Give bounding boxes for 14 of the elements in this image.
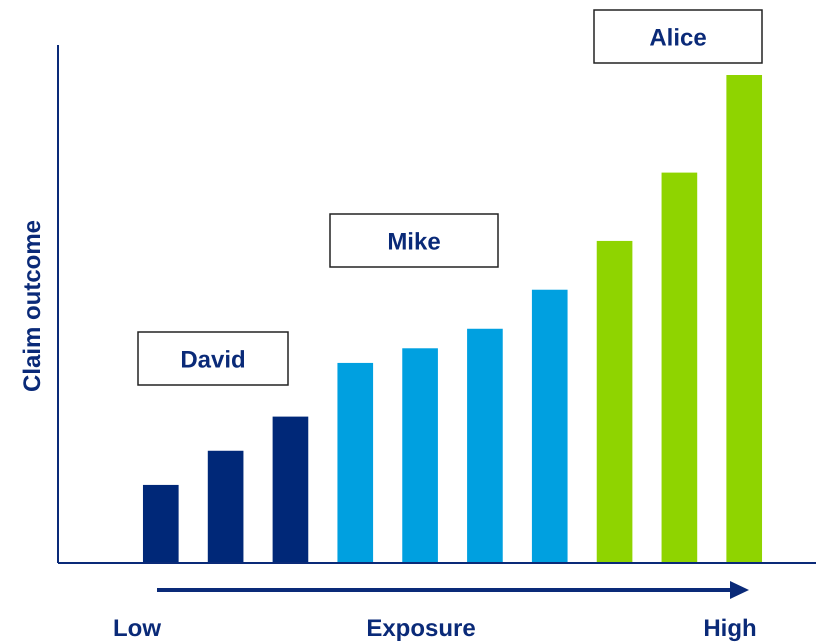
bar: [467, 328, 503, 563]
bar: [726, 75, 762, 563]
annotation: David: [180, 346, 246, 374]
text: High: [703, 615, 757, 642]
y-axis-title: Claim outcome: [19, 220, 46, 392]
bar: [402, 348, 438, 563]
text: Low: [113, 615, 162, 642]
annotation: Mike: [387, 228, 441, 256]
bar: [596, 240, 632, 563]
bar: [532, 290, 568, 563]
text: Alice: [649, 24, 707, 52]
x-axis-title: Exposure: [366, 615, 476, 642]
bar: [662, 172, 698, 563]
bar: [337, 362, 374, 563]
